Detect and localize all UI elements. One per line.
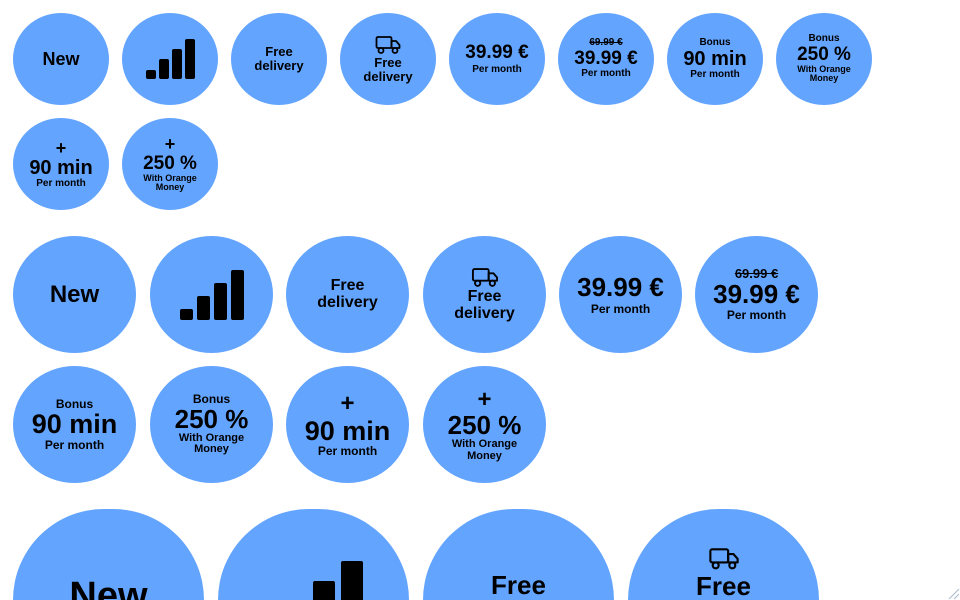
badge-free-delivery-truck-medium: Free delivery [423, 236, 546, 353]
badge-new-label: New [42, 48, 80, 69]
with-orange-label: With Orange [178, 431, 245, 444]
badge-bonus-min-medium: Bonus 90 min Per month [13, 366, 136, 483]
with-orange-label: With Orange [451, 438, 518, 451]
pct-250-label: 250 % [447, 409, 522, 440]
min-90-label: 90 min [29, 156, 93, 179]
badge-signal-small [122, 13, 218, 105]
delivery-label: delivery [254, 58, 304, 73]
with-orange-label: With Orange [143, 172, 197, 183]
money-label: Money [194, 443, 229, 456]
plus-label: + [477, 385, 492, 413]
old-price-label: 69.99 € [589, 37, 623, 49]
per-month-label: Per month [36, 177, 86, 189]
signal-bars-icon [145, 39, 195, 79]
money-label: Money [809, 73, 839, 84]
badge-discount-price-medium: 69.99 € 39.99 € Per month [695, 236, 818, 353]
badge-free-delivery-truck-large: Free [628, 509, 819, 600]
badge-free-delivery-truck-small: Free delivery [340, 13, 436, 105]
delivery-label: delivery [363, 68, 413, 84]
per-month-label: Per month [726, 308, 787, 323]
badge-price-medium: 39.99 € Per month [559, 236, 682, 353]
signal-bars-icon [179, 269, 244, 320]
badge-plus-min-small: + 90 min Per month [13, 118, 109, 210]
badge-bonus-min-small: Bonus 90 min Per month [667, 13, 763, 105]
delivery-truck-icon [471, 267, 498, 287]
resize-handle-icon[interactable] [946, 586, 960, 600]
plus-label: + [164, 134, 176, 155]
pct-250-label: 250 % [143, 153, 197, 175]
badge-new-medium: New [13, 236, 136, 353]
price-label: 39.99 € [574, 47, 638, 69]
price-label: 39.99 € [465, 41, 529, 63]
free-label: Free [696, 570, 751, 600]
per-month-label: Per month [317, 443, 378, 458]
badge-plus-min-medium: + 90 min Per month [286, 366, 409, 483]
badge-discount-price-small: 69.99 € 39.99 € Per month [558, 13, 654, 105]
badge-free-delivery-small: Free delivery [231, 13, 327, 105]
signal-bars-icon [313, 561, 363, 600]
pct-250-label: 250 % [174, 403, 249, 434]
badge-new-label: New [49, 280, 100, 308]
badge-free-delivery-large: Free [423, 509, 614, 600]
min-90-label: 90 min [304, 415, 391, 446]
bonus-label: Bonus [699, 37, 731, 48]
badge-plus-percent-medium: + 250 % With Orange Money [423, 366, 546, 483]
bonus-label: Bonus [55, 396, 94, 411]
badge-price-small: 39.99 € Per month [449, 13, 545, 105]
delivery-label: delivery [454, 304, 515, 322]
min-90-label: 90 min [31, 409, 118, 440]
badge-signal-medium [150, 236, 273, 353]
with-orange-label: With Orange [797, 63, 851, 74]
per-month-label: Per month [581, 68, 631, 80]
money-label: Money [155, 182, 185, 193]
badge-bonus-percent-small: Bonus 250 % With Orange Money [776, 13, 872, 105]
old-price-label: 69.99 € [734, 266, 779, 282]
per-month-label: Per month [690, 68, 740, 80]
badge-new-label: New [69, 575, 148, 600]
price-label: 39.99 € [713, 278, 800, 309]
badge-new-small: New [13, 13, 109, 105]
free-label: Free [330, 276, 365, 294]
money-label: Money [467, 449, 502, 462]
badge-bonus-percent-medium: Bonus 250 % With Orange Money [150, 366, 273, 483]
price-label: 39.99 € [577, 271, 664, 302]
delivery-truck-icon [375, 35, 401, 54]
bonus-label: Bonus [808, 33, 840, 45]
delivery-truck-icon [708, 548, 739, 570]
free-label: Free [374, 54, 402, 70]
plus-label: + [55, 137, 67, 158]
per-month-label: Per month [44, 437, 105, 452]
delivery-label: delivery [317, 293, 378, 311]
plus-label: + [340, 390, 355, 418]
bonus-label: Bonus [192, 392, 231, 406]
badge-signal-large [218, 509, 409, 600]
badge-new-large: New [13, 509, 204, 600]
badge-plus-percent-small: + 250 % With Orange Money [122, 118, 218, 210]
per-month-label: Per month [472, 63, 522, 75]
per-month-label: Per month [590, 301, 651, 316]
badge-free-delivery-medium: Free delivery [286, 236, 409, 353]
free-label: Free [491, 570, 546, 600]
free-label: Free [265, 44, 293, 60]
free-label: Free [467, 287, 502, 305]
pct-250-label: 250 % [797, 43, 851, 65]
min-90-label: 90 min [683, 47, 747, 70]
